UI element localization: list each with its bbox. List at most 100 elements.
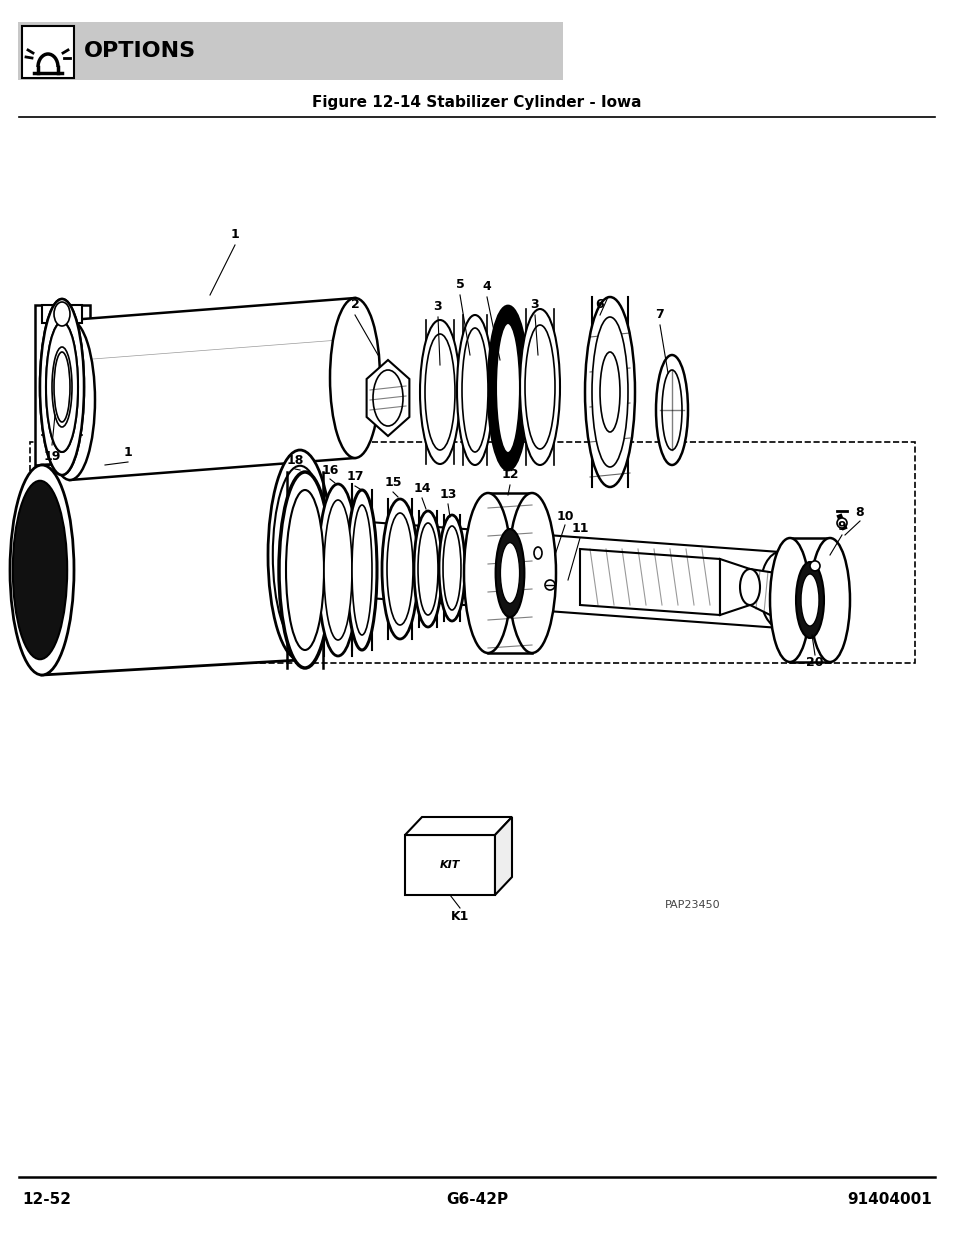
Ellipse shape <box>534 547 541 559</box>
Text: 2: 2 <box>351 299 359 311</box>
Polygon shape <box>405 835 495 895</box>
Bar <box>30 442 914 663</box>
Ellipse shape <box>524 325 555 450</box>
Text: 8: 8 <box>855 506 863 520</box>
Ellipse shape <box>268 450 332 659</box>
Ellipse shape <box>592 317 627 467</box>
Text: 13: 13 <box>438 489 456 501</box>
Text: 3: 3 <box>530 299 538 311</box>
Ellipse shape <box>419 320 459 464</box>
Text: 9: 9 <box>837 520 845 534</box>
Ellipse shape <box>496 324 519 453</box>
Polygon shape <box>366 359 409 436</box>
Ellipse shape <box>12 480 67 659</box>
Ellipse shape <box>661 370 681 450</box>
Ellipse shape <box>500 542 519 604</box>
Ellipse shape <box>317 484 357 656</box>
Ellipse shape <box>381 499 417 638</box>
Bar <box>22 26 74 78</box>
Text: 1: 1 <box>231 228 239 242</box>
Polygon shape <box>749 569 789 625</box>
Polygon shape <box>495 818 512 895</box>
Text: G6-42P: G6-42P <box>445 1193 508 1208</box>
Ellipse shape <box>347 490 376 650</box>
Polygon shape <box>42 450 299 676</box>
Text: 12-52: 12-52 <box>22 1193 71 1208</box>
Text: PAP23450: PAP23450 <box>664 900 720 910</box>
Text: 17: 17 <box>346 471 363 483</box>
Text: 11: 11 <box>571 522 588 536</box>
Text: KIT: KIT <box>439 860 459 869</box>
Ellipse shape <box>285 517 314 593</box>
Text: 4: 4 <box>482 280 491 294</box>
Text: 10: 10 <box>556 510 573 524</box>
Text: 18: 18 <box>286 453 303 467</box>
Ellipse shape <box>324 500 352 640</box>
Ellipse shape <box>442 526 460 610</box>
Ellipse shape <box>52 347 71 427</box>
Ellipse shape <box>46 322 78 452</box>
Text: 6: 6 <box>595 299 603 311</box>
Text: 12: 12 <box>500 468 518 482</box>
Ellipse shape <box>584 296 635 487</box>
Ellipse shape <box>656 354 687 466</box>
Ellipse shape <box>507 493 556 653</box>
Ellipse shape <box>278 472 331 668</box>
Ellipse shape <box>801 574 818 626</box>
Text: OPTIONS: OPTIONS <box>84 41 196 61</box>
Ellipse shape <box>740 569 760 605</box>
Ellipse shape <box>46 322 78 452</box>
Text: 5: 5 <box>456 279 464 291</box>
Ellipse shape <box>373 370 402 426</box>
Ellipse shape <box>519 309 559 466</box>
Text: 91404001: 91404001 <box>846 1193 931 1208</box>
Ellipse shape <box>461 329 488 452</box>
Polygon shape <box>299 517 780 629</box>
Ellipse shape <box>273 466 327 645</box>
Ellipse shape <box>387 513 413 625</box>
Circle shape <box>544 580 555 590</box>
Ellipse shape <box>54 352 70 422</box>
Ellipse shape <box>495 529 524 618</box>
Ellipse shape <box>352 505 372 635</box>
Text: 19: 19 <box>43 451 61 463</box>
Ellipse shape <box>10 466 74 676</box>
Ellipse shape <box>760 552 800 629</box>
Ellipse shape <box>456 315 493 466</box>
Ellipse shape <box>769 538 809 662</box>
Text: 7: 7 <box>655 309 663 321</box>
FancyBboxPatch shape <box>18 22 562 80</box>
Ellipse shape <box>417 522 437 615</box>
Polygon shape <box>488 493 532 653</box>
Ellipse shape <box>414 511 441 627</box>
Ellipse shape <box>424 333 455 450</box>
Ellipse shape <box>795 562 823 638</box>
Text: 20: 20 <box>805 657 822 669</box>
Text: 14: 14 <box>413 483 431 495</box>
Ellipse shape <box>45 320 95 480</box>
Ellipse shape <box>599 352 619 432</box>
Text: 16: 16 <box>321 463 338 477</box>
Ellipse shape <box>488 306 527 471</box>
Ellipse shape <box>54 303 70 326</box>
Ellipse shape <box>463 493 512 653</box>
Polygon shape <box>35 305 90 466</box>
Circle shape <box>836 517 846 529</box>
Ellipse shape <box>286 490 324 650</box>
Ellipse shape <box>40 299 84 475</box>
Polygon shape <box>789 538 829 662</box>
Ellipse shape <box>438 515 464 621</box>
Text: 3: 3 <box>434 300 442 314</box>
Text: K1: K1 <box>451 910 469 924</box>
Ellipse shape <box>54 304 70 324</box>
Text: Figure 12-14 Stabilizer Cylinder - Iowa: Figure 12-14 Stabilizer Cylinder - Iowa <box>312 95 641 110</box>
Polygon shape <box>42 305 82 324</box>
Ellipse shape <box>40 299 84 475</box>
Circle shape <box>809 561 820 571</box>
Ellipse shape <box>330 298 379 458</box>
Polygon shape <box>70 298 355 480</box>
Ellipse shape <box>809 538 849 662</box>
Polygon shape <box>579 550 720 615</box>
Text: 1: 1 <box>124 447 132 459</box>
Polygon shape <box>720 559 749 615</box>
